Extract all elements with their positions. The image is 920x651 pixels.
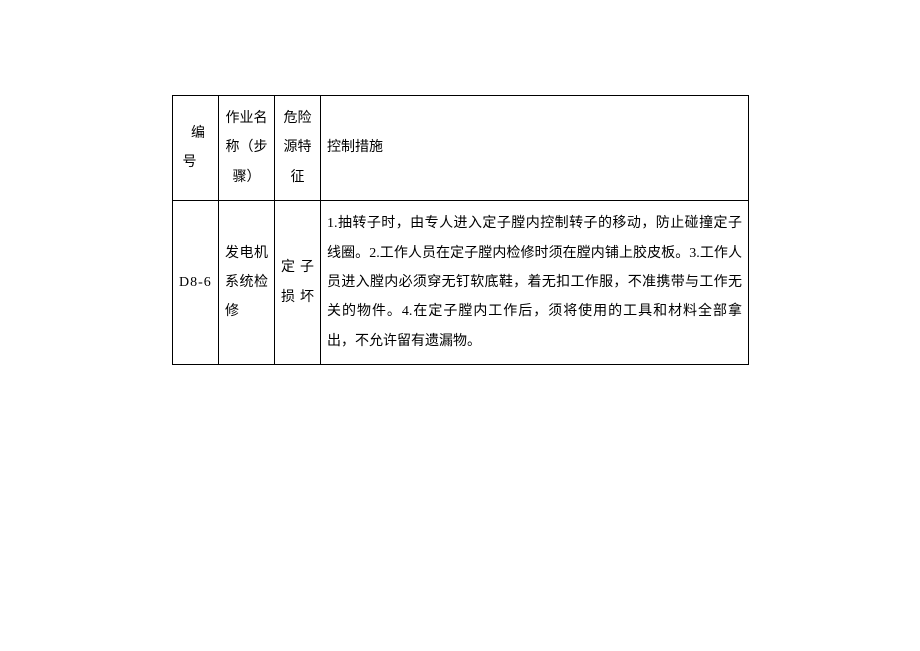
header-col1: 编号	[173, 96, 219, 201]
header-col2: 作业名称（步骤）	[219, 96, 275, 201]
cell-col3: 定子损坏	[275, 201, 321, 365]
cell-col4: 1.抽转子时，由专人进入定子膛内控制转子的移动，防止碰撞定子线圈。2.工作人员在…	[321, 201, 749, 365]
table-row: D8-6 发电机系统检修 定子损坏 1.抽转子时，由专人进入定子膛内控制转子的移…	[173, 201, 749, 365]
table-header-row: 编号 作业名称（步骤） 危险源特征 控制措施	[173, 96, 749, 201]
cell-col1: D8-6	[173, 201, 219, 365]
cell-col2: 发电机系统检修	[219, 201, 275, 365]
header-col3: 危险源特征	[275, 96, 321, 201]
table-container: 编号 作业名称（步骤） 危险源特征 控制措施 D8-6 发电机系统检修 定子损坏…	[172, 95, 748, 365]
header-col4: 控制措施	[321, 96, 749, 201]
data-table: 编号 作业名称（步骤） 危险源特征 控制措施 D8-6 发电机系统检修 定子损坏…	[172, 95, 749, 365]
